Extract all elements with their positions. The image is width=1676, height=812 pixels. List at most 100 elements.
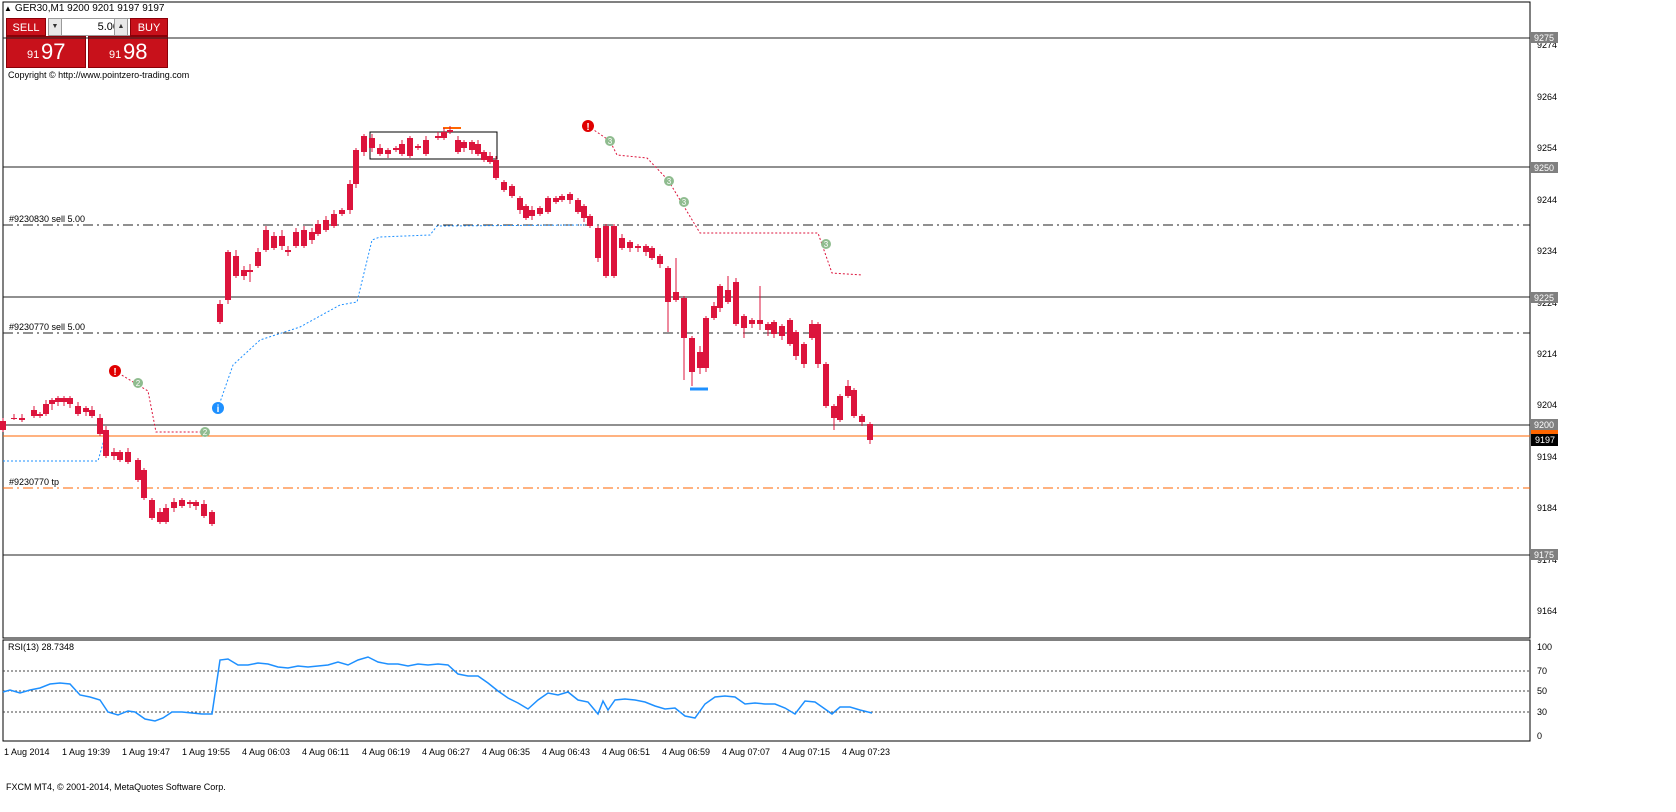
- candle-body: [553, 198, 559, 202]
- candle-body: [301, 230, 307, 246]
- candle-body: [475, 144, 481, 154]
- collapse-triangle-icon[interactable]: ▲: [4, 4, 12, 13]
- candle-body: [815, 324, 821, 364]
- candle-body: [279, 236, 285, 246]
- time-tick: 1 Aug 2014: [4, 747, 50, 757]
- price-tick: 9194: [1537, 452, 1557, 462]
- sell-price-pips: 97: [41, 39, 66, 64]
- signal-marker-three-a: 3: [605, 136, 615, 146]
- signal-marker-info: i: [212, 402, 224, 415]
- signal-marker-three-c: 3: [679, 197, 689, 207]
- candle-body: [441, 132, 447, 138]
- candle-body: [353, 150, 359, 184]
- sell-price-button[interactable]: 91 97: [6, 36, 86, 68]
- candle-body: [377, 148, 383, 154]
- rsi-indicator-label: RSI(13) 28.7348: [8, 642, 75, 652]
- candle-body: [537, 208, 543, 214]
- candle-body: [523, 206, 529, 218]
- candle-body: [801, 344, 807, 364]
- two-icon: 2: [136, 379, 141, 388]
- candle-body: [837, 396, 843, 420]
- candle-body: [765, 324, 771, 330]
- candle-body: [423, 140, 429, 154]
- candle-body: [83, 408, 89, 412]
- candle-body: [711, 306, 717, 318]
- candle-body: [757, 320, 763, 324]
- candle-body: [141, 470, 147, 498]
- candle-body: [509, 186, 515, 196]
- candle-body: [111, 452, 117, 456]
- candle-body: [125, 452, 131, 462]
- candle-body: [49, 400, 55, 404]
- candle-body: [689, 338, 695, 372]
- candle-body: [247, 270, 253, 272]
- level-tag-text: 9225: [1534, 293, 1554, 303]
- level-tag-9250: [1531, 162, 1558, 173]
- time-axis: 1 Aug 2014 1 Aug 19:39 1 Aug 19:47 1 Aug…: [4, 747, 890, 757]
- candle-body: [171, 502, 177, 508]
- candle-body: [323, 220, 329, 230]
- candle-body: [635, 246, 641, 248]
- candle-body: [611, 226, 617, 276]
- candle-body: [749, 320, 755, 324]
- candlestick-series: [0, 126, 873, 526]
- sell-button[interactable]: SELL: [6, 18, 46, 36]
- candle-body: [703, 318, 709, 368]
- price-tick: 9184: [1537, 503, 1557, 513]
- candle-body: [581, 206, 587, 218]
- info-icon: i: [217, 404, 220, 415]
- exclaim-icon: !: [586, 122, 589, 133]
- candle-body: [369, 138, 375, 148]
- rsi-line: [2, 656, 873, 722]
- level-tag-text: 9200: [1534, 420, 1554, 430]
- candle-body: [293, 232, 299, 246]
- time-tick: 4 Aug 07:15: [782, 747, 830, 757]
- copyright-text: Copyright © http://www.pointzero-trading…: [8, 70, 190, 80]
- candle-body: [393, 148, 399, 150]
- price-tick: 9164: [1537, 606, 1557, 616]
- buy-button[interactable]: BUY: [130, 18, 168, 36]
- rsi-tick: 50: [1537, 686, 1547, 696]
- candle-body: [435, 136, 441, 138]
- candle-body: [179, 500, 185, 506]
- candle-body: [455, 140, 461, 152]
- time-tick: 4 Aug 06:19: [362, 747, 410, 757]
- candle-body: [697, 352, 703, 368]
- signal-marker-three-d: 3: [821, 239, 831, 249]
- candle-body: [867, 424, 873, 440]
- candle-body: [461, 142, 467, 148]
- candle-body: [37, 414, 43, 416]
- candle-body: [649, 248, 655, 258]
- time-tick: 1 Aug 19:39: [62, 747, 110, 757]
- lot-increase-icon[interactable]: ▲: [114, 18, 128, 36]
- candle-body: [241, 270, 247, 276]
- candle-body: [575, 200, 581, 212]
- candle-body: [681, 298, 687, 338]
- candle-body: [89, 410, 95, 416]
- rsi-tick: 70: [1537, 666, 1547, 676]
- red-trail-left: [114, 370, 205, 433]
- level-tag-9200: [1531, 419, 1558, 430]
- lot-decrease-icon[interactable]: ▼: [48, 18, 62, 36]
- signal-marker-exclaim-right: !: [582, 120, 594, 133]
- candle-body: [545, 198, 551, 212]
- candle-body: [271, 236, 277, 248]
- signal-marker-two-b: 2: [200, 427, 210, 437]
- candle-body: [193, 502, 199, 506]
- candle-body: [233, 256, 239, 276]
- candle-body: [157, 512, 163, 522]
- two-icon: 2: [203, 428, 208, 437]
- candle-body: [657, 256, 663, 264]
- price-tick: 9274: [1537, 40, 1557, 50]
- level-tag-text: 9250: [1534, 163, 1554, 173]
- buy-price-button[interactable]: 91 98: [88, 36, 168, 68]
- candle-body: [135, 460, 141, 480]
- candle-body: [415, 146, 421, 148]
- time-tick: 4 Aug 06:11: [302, 747, 349, 757]
- candle-body: [361, 136, 367, 152]
- buy-price-prefix: 91: [109, 49, 122, 61]
- candle-body: [823, 364, 829, 406]
- candle-body: [103, 430, 109, 456]
- candle-body: [845, 386, 851, 396]
